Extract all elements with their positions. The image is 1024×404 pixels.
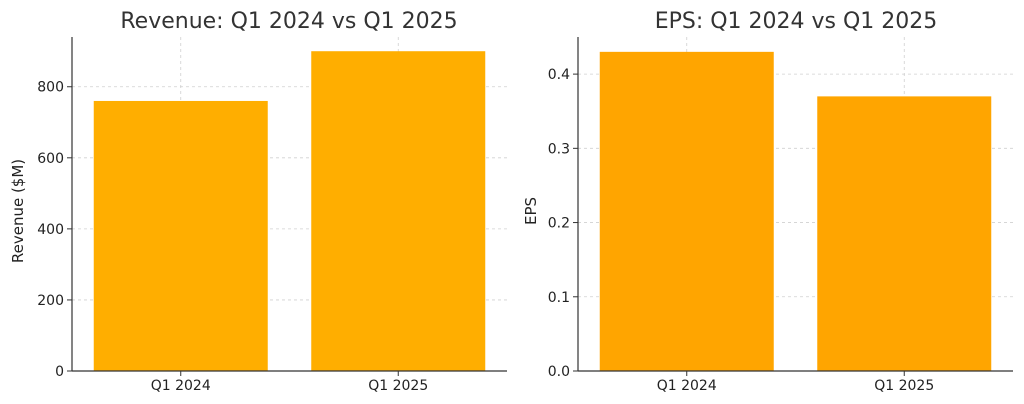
revenue-y-tick-label: 600 (37, 151, 64, 167)
revenue-y-tick-label: 800 (37, 80, 64, 96)
revenue-y-tick-label: 400 (37, 222, 64, 238)
revenue-y-tick-label: 0 (55, 364, 64, 380)
revenue-axes (67, 37, 507, 376)
revenue-y-tick-label: 200 (37, 293, 64, 309)
revenue-bars (93, 51, 486, 371)
revenue-tick-labels: 0 200 400 600 800 Q1 2024 Q1 2025 (37, 80, 428, 394)
eps-chart: EPS: Q1 2024 vs Q1 2025 EPS 0.0 0.1 0.2 0.3… (522, 9, 1013, 394)
eps-bars (599, 51, 992, 371)
eps-x-tick-label: Q1 2025 (874, 378, 934, 394)
eps-y-tick-label: 0.4 (548, 67, 570, 83)
eps-y-tick-label: 0.3 (548, 141, 570, 157)
eps-bar-q1-2024 (599, 51, 774, 371)
revenue-y-axis-label: Revenue ($M) (9, 159, 27, 263)
revenue-bar-q1-2024 (93, 100, 268, 371)
eps-axes (573, 37, 1013, 376)
revenue-chart: Revenue: Q1 2024 vs Q1 2025 Revenue ($M)… (9, 9, 507, 394)
eps-y-tick-label: 0.0 (548, 364, 570, 380)
eps-y-tick-label: 0.1 (548, 290, 570, 306)
eps-bar-q1-2025 (817, 96, 992, 371)
revenue-chart-title: Revenue: Q1 2024 vs Q1 2025 (120, 9, 457, 34)
eps-y-tick-label: 0.2 (548, 216, 570, 232)
eps-chart-title: EPS: Q1 2024 vs Q1 2025 (655, 9, 938, 34)
revenue-x-tick-label: Q1 2024 (151, 378, 211, 394)
revenue-x-tick-label: Q1 2025 (368, 378, 428, 394)
eps-y-axis-label: EPS (522, 197, 540, 225)
eps-tick-labels: 0.0 0.1 0.2 0.3 0.4 Q1 2024 Q1 2025 (548, 67, 935, 394)
eps-x-tick-label: Q1 2024 (657, 378, 717, 394)
revenue-bar-q1-2025 (311, 51, 486, 371)
